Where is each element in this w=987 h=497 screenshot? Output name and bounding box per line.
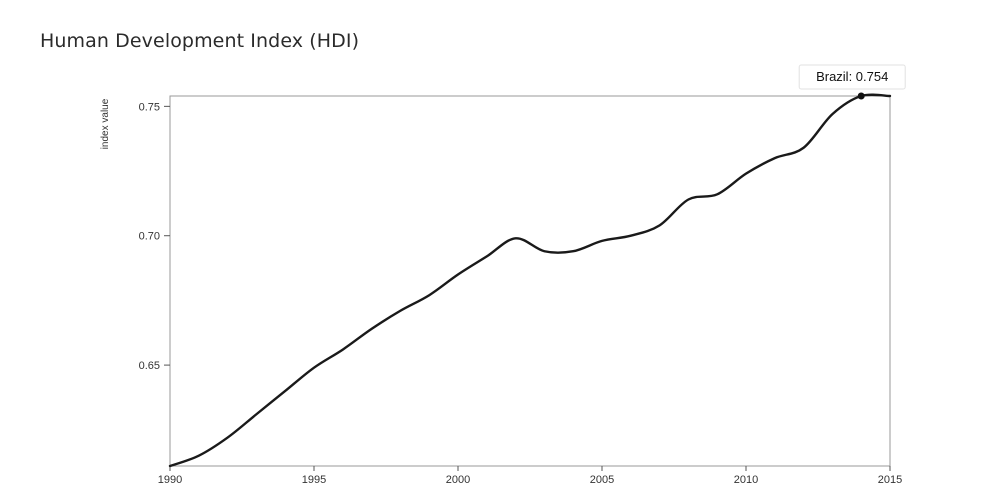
tooltip-box <box>798 64 906 90</box>
y-tick-label: 0.65 <box>139 360 160 372</box>
tooltip-label: Brazil: 0.754 <box>816 69 888 84</box>
y-axis-label: index value <box>100 98 111 149</box>
chart-tooltip: Brazil: 0.754 <box>798 64 906 100</box>
series-line-brazil <box>168 93 892 468</box>
page-title: Human Development Index (HDI) <box>40 30 360 52</box>
y-tick-label: 0.75 <box>139 101 160 113</box>
x-tick-label: 2005 <box>590 474 614 486</box>
y-tick-label: 0.70 <box>139 231 160 243</box>
x-tick-label: 2010 <box>734 474 758 486</box>
plot-frame <box>169 95 891 467</box>
highlight-point <box>857 92 865 100</box>
chart-series <box>168 93 892 468</box>
x-tick-label: 2015 <box>878 474 902 486</box>
x-tick-label: 2000 <box>446 474 470 486</box>
chart-axes: 0.65 0.70 0.75 1990 1995 2000 2005 2010 2015 inde… <box>100 95 902 486</box>
x-tick-label: 1995 <box>302 474 326 486</box>
x-tick-label: 1990 <box>158 474 182 486</box>
